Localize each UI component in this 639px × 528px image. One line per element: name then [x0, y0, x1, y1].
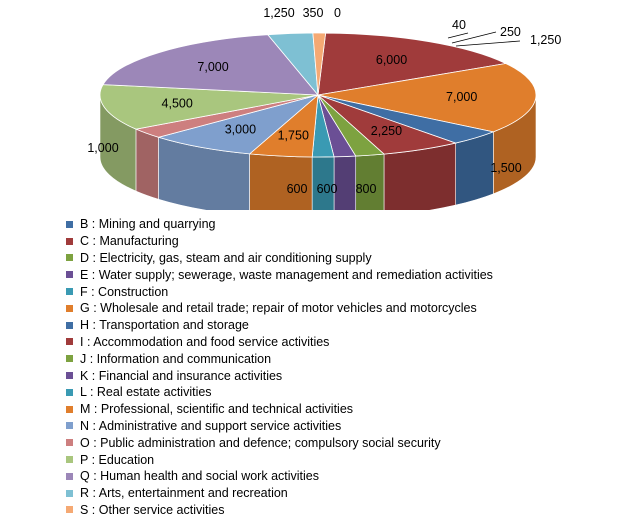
- legend-swatch: [66, 489, 73, 497]
- legend-item-o: O : Public administration and defence; c…: [66, 434, 493, 451]
- legend-swatch: [66, 355, 73, 363]
- legend-item-n: N : Administrative and support service a…: [66, 418, 493, 435]
- legend-swatch: [66, 372, 73, 380]
- legend-item-b: B : Mining and quarrying: [66, 216, 493, 233]
- slice-s: [312, 32, 327, 96]
- legend-label: C : Manufacturing: [80, 234, 179, 249]
- legend-item-s: S : Other service activities: [66, 502, 493, 519]
- slice-side-o: [135, 128, 159, 200]
- legend-label: G : Wholesale and retail trade; repair o…: [80, 301, 477, 316]
- legend-item-g: G : Wholesale and retail trade; repair o…: [66, 300, 493, 317]
- legend-swatch: [66, 388, 73, 396]
- legend-item-m: M : Professional, scientific and technic…: [66, 401, 493, 418]
- legend-swatch: [66, 472, 73, 480]
- data-label-g: 7,000: [446, 90, 477, 104]
- slice-c: [317, 32, 508, 96]
- legend-item-e: E : Water supply; sewerage, waste manage…: [66, 266, 493, 283]
- legend-swatch: [66, 422, 73, 430]
- legend-label: R : Arts, entertainment and recreation: [80, 486, 288, 501]
- legend-swatch: [66, 506, 73, 514]
- legend-swatch: [66, 304, 73, 312]
- slice-p: [99, 84, 319, 130]
- data-label-c: 6,000: [376, 53, 407, 67]
- data-label-r: 1,250: [263, 6, 294, 20]
- legend-label: O : Public administration and defence; c…: [80, 435, 441, 450]
- callout-leader-line: [447, 32, 469, 39]
- legend-label: E : Water supply; sewerage, waste manage…: [80, 267, 493, 282]
- legend-item-d: D : Electricity, gas, steam and air cond…: [66, 250, 493, 267]
- slice-q: [102, 34, 319, 96]
- callout-label: 40: [452, 18, 466, 32]
- legend-swatch: [66, 220, 73, 228]
- legend-item-r: R : Arts, entertainment and recreation: [66, 485, 493, 502]
- legend-swatch: [66, 271, 73, 279]
- callout-leader-line: [455, 40, 521, 47]
- data-label-q: 7,000: [197, 60, 228, 74]
- legend-item-k: K : Financial and insurance activities: [66, 367, 493, 384]
- legend-swatch: [66, 439, 73, 447]
- data-label-h: 1,500: [490, 161, 521, 175]
- legend-label: S : Other service activities: [80, 502, 225, 517]
- legend-label: P : Education: [80, 452, 155, 467]
- legend-label: H : Transportation and storage: [80, 318, 249, 333]
- data-label-j: 800: [356, 182, 377, 196]
- legend-swatch: [66, 254, 73, 262]
- slice-side-h: [455, 131, 494, 206]
- legend-item-q: Q : Human health and social work activit…: [66, 468, 493, 485]
- data-label-s0: 0: [334, 6, 341, 20]
- data-label-k: 600: [317, 182, 338, 196]
- legend-item-h: H : Transportation and storage: [66, 317, 493, 334]
- legend-item-j: J : Information and communication: [66, 350, 493, 367]
- legend-swatch: [66, 237, 73, 245]
- pie-chart: 0 6,000 7,000 1,500 2,250 800 600 600 1,750 3,000…: [87, 6, 561, 210]
- legend-label: N : Administrative and support service a…: [80, 418, 342, 433]
- legend-label: L : Real estate activities: [80, 385, 212, 400]
- legend-label: J : Information and communication: [80, 351, 272, 366]
- chart-legend: B : Mining and quarrying C : Manufacturin…: [66, 216, 493, 518]
- slice-n: [157, 94, 319, 155]
- legend-swatch: [66, 338, 73, 346]
- slice-g: [317, 63, 537, 133]
- legend-swatch: [66, 288, 73, 296]
- legend-item-f: F : Construction: [66, 283, 493, 300]
- legend-item-c: C : Manufacturing: [66, 233, 493, 250]
- callout-leader-line: [451, 31, 497, 44]
- legend-item-p: P : Education: [66, 451, 493, 468]
- legend-swatch: [66, 456, 73, 464]
- data-label-p: 4,500: [162, 96, 193, 110]
- legend-label: M : Professional, scientific and technic…: [80, 402, 354, 417]
- legend-label: B : Mining and quarrying: [80, 217, 216, 232]
- data-label-i: 2,250: [371, 124, 402, 138]
- data-label-m: 1,750: [278, 128, 309, 142]
- callout-label: 1,250: [530, 33, 561, 47]
- legend-swatch: [66, 405, 73, 413]
- legend-label: Q : Human health and social work activit…: [80, 469, 319, 484]
- data-label-l: 600: [287, 182, 308, 196]
- callout-label: 250: [500, 25, 521, 39]
- legend-label: F : Construction: [80, 284, 169, 299]
- data-label-o: 1,000: [87, 141, 118, 155]
- legend-item-i: I : Accommodation and food service activ…: [66, 334, 493, 351]
- legend-label: I : Accommodation and food service activ…: [80, 334, 330, 349]
- legend-swatch: [66, 321, 73, 329]
- data-label-s: 350: [303, 6, 324, 20]
- data-label-n: 3,000: [225, 122, 256, 136]
- legend-label: K : Financial and insurance activities: [80, 368, 283, 383]
- legend-item-l: L : Real estate activities: [66, 384, 493, 401]
- legend-label: D : Electricity, gas, steam and air cond…: [80, 250, 372, 265]
